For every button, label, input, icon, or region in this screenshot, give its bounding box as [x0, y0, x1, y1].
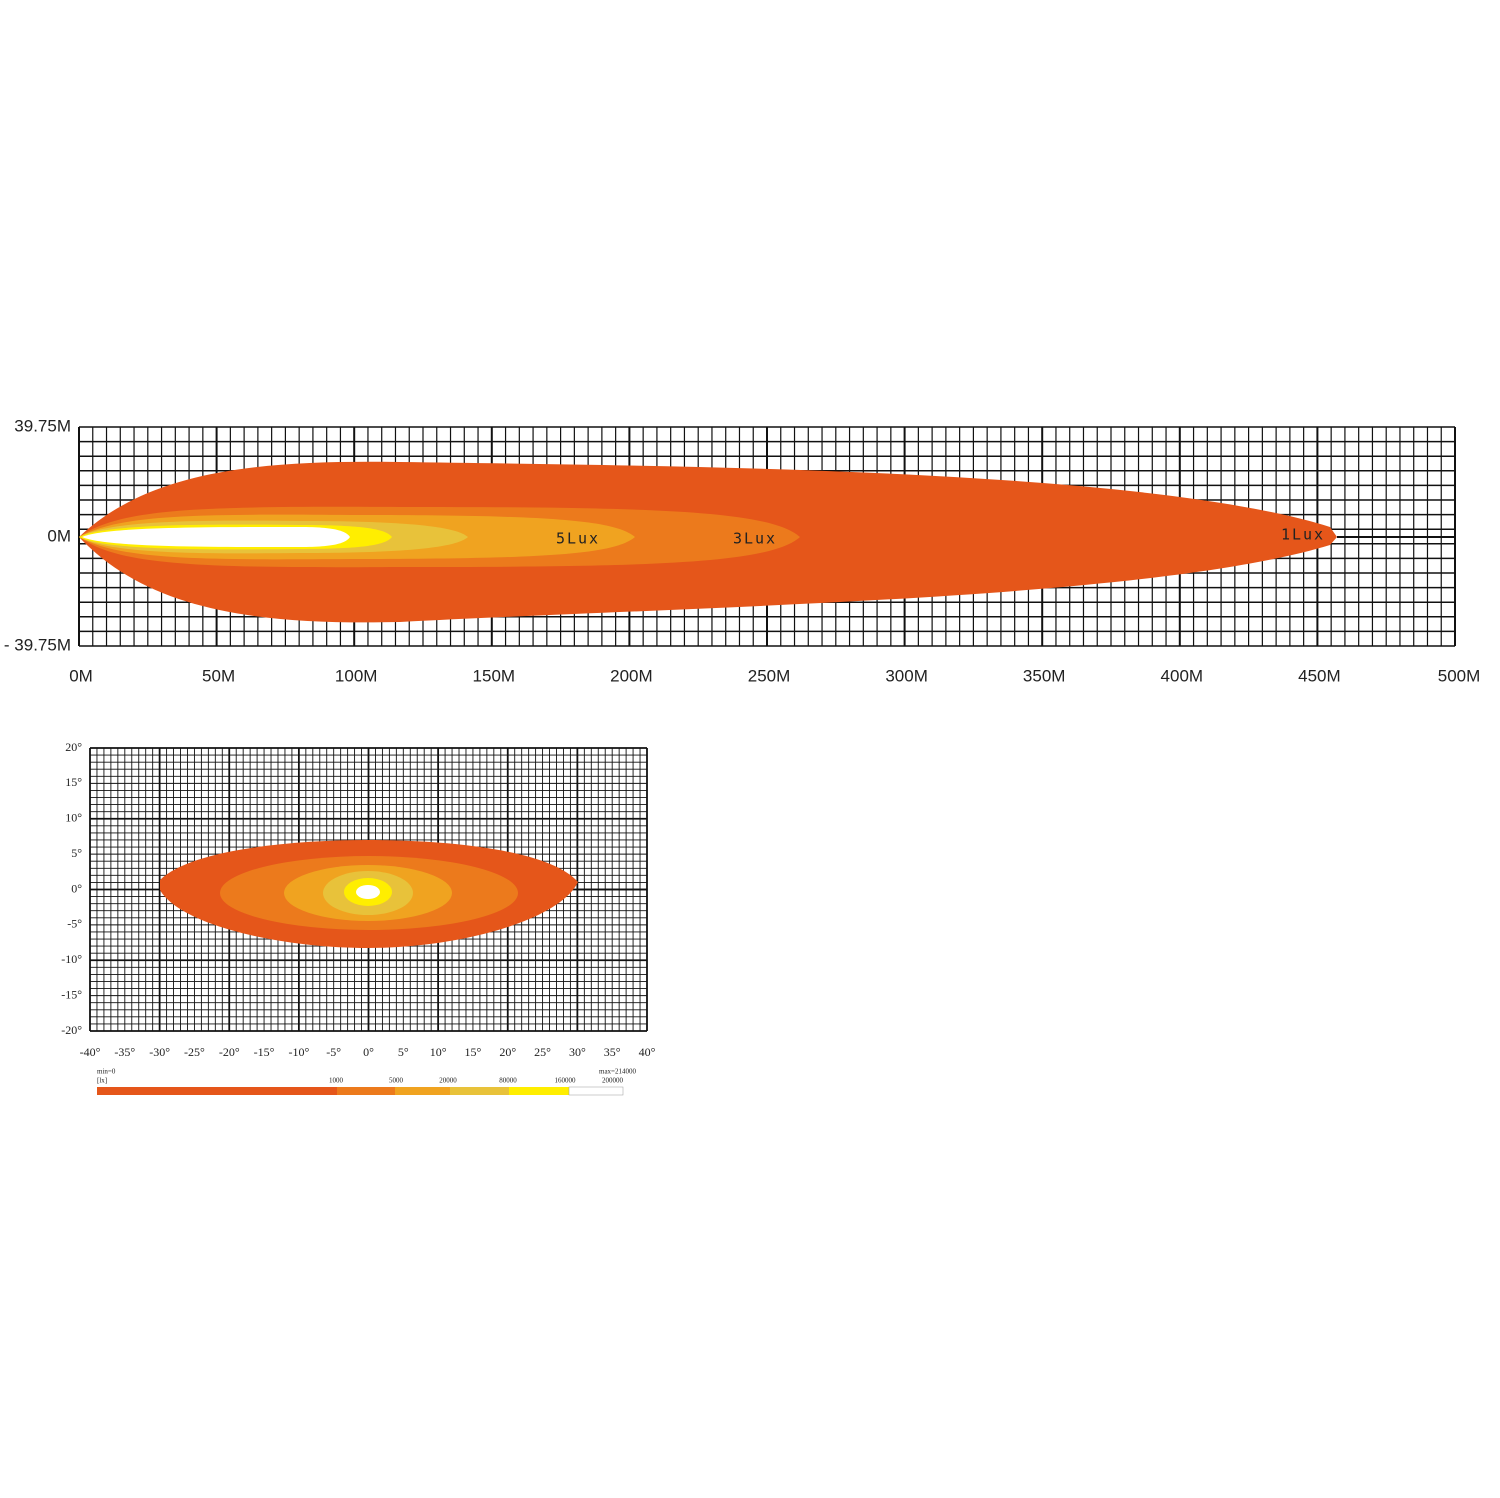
x-axis-label: 20° — [499, 1045, 516, 1059]
x-axis-label: 0° — [363, 1045, 374, 1059]
legend-level: 5000 — [389, 1077, 404, 1085]
x-axis-label: 400M — [1161, 666, 1204, 685]
x-axis-label: -10° — [288, 1045, 309, 1059]
legend-level: 160000 — [555, 1077, 577, 1085]
x-axis-label: 50M — [202, 666, 235, 685]
legend-swatch — [337, 1087, 395, 1095]
y-axis-label: - 39.75M — [4, 635, 71, 654]
legend-level: 80000 — [499, 1077, 517, 1085]
y-axis-label: 5° — [71, 846, 82, 860]
x-axis-label: 15° — [465, 1045, 482, 1059]
legend-swatch — [97, 1087, 337, 1095]
legend-swatch — [395, 1087, 450, 1095]
x-axis-label: 10° — [430, 1045, 447, 1059]
legend-swatch — [450, 1087, 509, 1095]
y-axis-label: -15° — [61, 987, 82, 1001]
legend-bar — [97, 1086, 624, 1096]
legend-max: max=214000 — [599, 1068, 636, 1076]
x-axis-label: 200M — [610, 666, 653, 685]
x-axis-label: 25° — [534, 1045, 551, 1059]
x-axis-label: 40° — [639, 1045, 656, 1059]
legend-level: 20000 — [439, 1077, 457, 1085]
y-axis-label: 39.75M — [14, 416, 71, 435]
x-axis-label: 0M — [69, 666, 93, 685]
legend-swatch — [568, 1086, 624, 1096]
legend-min: min=0 — [97, 1068, 116, 1076]
contour — [82, 527, 350, 547]
legend-swatch — [509, 1087, 569, 1095]
x-axis-label: 450M — [1298, 666, 1341, 685]
x-axis-label: 100M — [335, 666, 378, 685]
legend-level: 1000 — [329, 1077, 344, 1085]
x-axis-label: -35° — [114, 1045, 135, 1059]
y-axis-label: -10° — [61, 952, 82, 966]
contour-label: 5Lux — [556, 530, 600, 548]
x-axis-label: 35° — [604, 1045, 621, 1059]
bottom-contours — [160, 840, 578, 948]
contour — [356, 885, 380, 899]
x-axis-label: -30° — [149, 1045, 170, 1059]
legend-unit: [lx] — [97, 1077, 107, 1085]
y-axis-label: 0M — [47, 526, 71, 545]
x-axis-label: 500M — [1438, 666, 1481, 685]
x-axis-label: 350M — [1023, 666, 1066, 685]
x-axis-label: 250M — [748, 666, 791, 685]
y-axis-label: -20° — [61, 1023, 82, 1037]
x-axis-label: 30° — [569, 1045, 586, 1059]
top-contours — [79, 461, 1337, 623]
contour-label: 1Lux — [1281, 526, 1325, 544]
x-axis-label: 300M — [885, 666, 928, 685]
x-axis-label: -20° — [219, 1045, 240, 1059]
x-axis-label: 150M — [473, 666, 516, 685]
x-axis-label: 5° — [398, 1045, 409, 1059]
y-axis-label: 20° — [65, 740, 82, 754]
x-axis-label: -15° — [254, 1045, 275, 1059]
y-axis-label: 10° — [65, 811, 82, 825]
x-axis-label: -40° — [80, 1045, 101, 1059]
legend-level: 200000 — [602, 1077, 624, 1085]
contour-label: 3Lux — [733, 530, 777, 548]
y-axis-label: 15° — [65, 775, 82, 789]
x-axis-label: -5° — [326, 1045, 341, 1059]
y-axis-label: -5° — [67, 917, 82, 931]
y-axis-label: 0° — [71, 881, 82, 895]
x-axis-label: -25° — [184, 1045, 205, 1059]
